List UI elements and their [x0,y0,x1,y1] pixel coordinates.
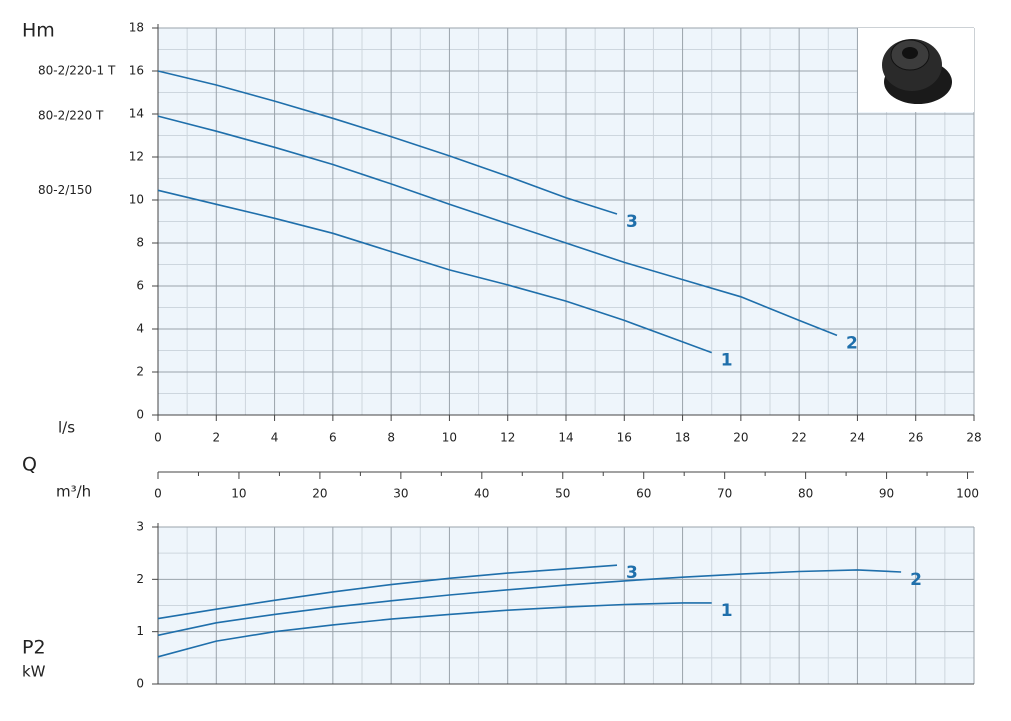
x-tick-label: 6 [329,431,337,445]
curve [157,70,618,215]
curve-label: 1 [721,601,733,621]
impeller-image [858,28,974,112]
impeller-hole [902,47,918,59]
x-tick-label: 12 [500,431,515,445]
x2-tick-label: 50 [555,487,570,501]
y-tick-label: 6 [136,279,144,293]
x2-tick-label: 20 [312,487,327,501]
y-tick-label: 3 [136,520,144,534]
model-label: 80-2/150 [38,183,92,197]
x2-tick-label: 40 [474,487,489,501]
x-tick-label: 8 [387,431,395,445]
y-tick-label: 2 [136,365,144,379]
x-axis-unit: l/s [58,419,75,437]
model-label: 80-2/220-1 T [38,64,116,78]
curve [157,115,838,337]
x-tick-label: 16 [617,431,632,445]
curve-label: 3 [626,212,638,232]
curve [157,564,618,620]
y-tick-label: 1 [136,624,144,638]
y-axis-title: P2 [22,637,46,659]
curve-label: 2 [910,570,922,590]
curve [157,602,712,658]
y-tick-label: 10 [129,193,144,207]
x2-tick-label: 60 [636,487,651,501]
x-tick-label: 2 [212,431,220,445]
y-tick-label: 2 [136,572,144,586]
x2-axis-unit: m³/h [56,483,91,501]
x-axis-title: Q [22,454,37,476]
y-tick-label: 14 [129,107,144,121]
y-tick-label: 0 [136,408,144,422]
x-tick-label: 0 [154,431,162,445]
x-tick-label: 24 [850,431,865,445]
x2-tick-label: 80 [798,487,813,501]
y-tick-label: 8 [136,236,144,250]
x2-tick-label: 0 [154,487,162,501]
y-axis-unit: kW [22,663,46,681]
x-tick-label: 4 [271,431,279,445]
x-tick-label: 20 [733,431,748,445]
x-tick-label: 26 [908,431,923,445]
x2-tick-label: 10 [231,487,246,501]
curve-label: 2 [846,333,858,353]
curve [157,189,712,354]
x-tick-label: 28 [966,431,981,445]
model-label: 80-2/220 T [38,109,104,123]
y-axis-title: Hm [22,20,55,42]
x2-tick-label: 100 [956,487,979,501]
y-tick-label: 16 [129,64,144,78]
y-tick-label: 4 [136,322,144,336]
y-tick-label: 18 [129,21,144,35]
x-tick-label: 18 [675,431,690,445]
curve-label: 3 [626,563,638,583]
x2-tick-label: 30 [393,487,408,501]
y-tick-label: 12 [129,150,144,164]
x-tick-label: 14 [558,431,573,445]
curve-label: 1 [721,351,733,371]
x-tick-label: 10 [442,431,457,445]
x2-tick-label: 70 [717,487,732,501]
y-tick-label: 0 [136,677,144,691]
curve [157,569,902,637]
x2-tick-label: 90 [879,487,894,501]
x-tick-label: 22 [792,431,807,445]
